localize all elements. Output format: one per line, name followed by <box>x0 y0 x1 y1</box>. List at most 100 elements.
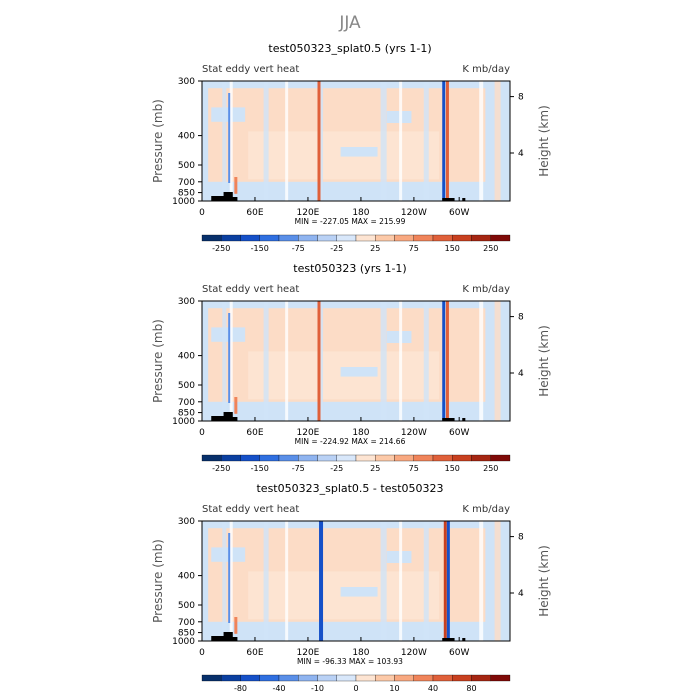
colorbar-swatch <box>375 454 395 462</box>
streak <box>494 301 501 421</box>
x-tick-label: 0 <box>199 648 205 658</box>
streak <box>222 521 227 641</box>
colorbar-swatch <box>452 234 472 242</box>
x-tick-label: 60W <box>449 648 469 658</box>
y-tick-label: 850 <box>178 189 195 199</box>
y-tick-label: 700 <box>178 398 195 408</box>
streak <box>263 81 269 201</box>
x-tick-label: 60W <box>449 208 469 218</box>
colorbar-swatch <box>201 234 222 242</box>
colorbar-swatch <box>221 234 241 242</box>
min-max-stats: MIN = -227.05 MAX = 215.99 <box>295 217 406 226</box>
colorbar-label: -40 <box>272 684 285 693</box>
colorbar-swatch <box>413 674 434 682</box>
y-tick-label: 1000 <box>172 197 195 207</box>
panel-title: test050323_splat0.5 (yrs 1-1) <box>268 42 431 55</box>
colorbar-swatch <box>394 674 414 682</box>
streak <box>479 521 484 641</box>
colorbar-label: -150 <box>251 244 269 253</box>
x-tick-label: 60E <box>246 428 263 438</box>
colorbar-swatch <box>375 674 395 682</box>
panel-1: test050323_splat0.5 (yrs 1-1) Stat eddy v… <box>151 42 551 253</box>
streak <box>229 301 233 421</box>
positive-streak <box>234 617 238 634</box>
y-tick-label: 300 <box>178 77 195 87</box>
topography-mask <box>211 412 238 421</box>
y-tick-label: 700 <box>178 618 195 628</box>
colorbar-label: -25 <box>330 244 343 253</box>
colorbar-swatch <box>394 454 414 462</box>
streak <box>423 521 429 641</box>
y2-tick-label: 8 <box>518 93 524 103</box>
x-tick-label: 60E <box>246 648 263 658</box>
colorbar-swatch <box>317 234 337 242</box>
colorbar-swatch <box>336 234 357 242</box>
colorbar-label: 25 <box>370 244 380 253</box>
streak <box>399 301 403 421</box>
colorbar-swatch <box>355 234 376 242</box>
positive-streak <box>234 177 238 194</box>
cool-patch <box>340 587 378 597</box>
x-tick-label: 120W <box>401 648 427 658</box>
colorbar-swatch <box>452 674 472 682</box>
plot-frame <box>201 520 511 642</box>
colorbar-label: 25 <box>370 464 380 473</box>
y-tick-label: 850 <box>178 629 195 639</box>
negative-streak <box>442 301 446 421</box>
y-tick-label: 300 <box>178 517 195 527</box>
colorbar-swatch <box>317 674 337 682</box>
colorbar-swatch <box>259 234 280 242</box>
x-tick-label: 180 <box>352 208 369 218</box>
page-title: JJA <box>338 13 361 33</box>
colorbar-swatch <box>336 674 357 682</box>
colorbar-swatch <box>317 454 337 462</box>
field-label: Stat eddy vert heat <box>202 284 299 295</box>
streak <box>263 521 269 641</box>
streak <box>285 301 289 421</box>
y2-tick-label: 4 <box>518 369 524 379</box>
x-tick-label: 0 <box>199 428 205 438</box>
colorbar-swatch <box>413 234 434 242</box>
colorbar-label: 75 <box>409 464 419 473</box>
streak <box>479 81 484 201</box>
topography-mask <box>442 418 455 421</box>
y-tick-label: 400 <box>178 352 195 362</box>
units-label: K mb/day <box>462 504 510 515</box>
negative-streak <box>442 81 446 201</box>
cool-patch <box>340 367 378 377</box>
streak <box>222 301 227 421</box>
positive-streak <box>317 301 321 421</box>
x-tick-label: 120E <box>297 648 320 658</box>
colorbar-label: 150 <box>445 244 460 253</box>
y2-axis-label: Height (km) <box>537 105 551 176</box>
streak <box>319 301 324 421</box>
streak <box>399 81 403 201</box>
streak <box>229 521 233 641</box>
y-tick-label: 850 <box>178 409 195 419</box>
colorbar-swatch <box>259 454 280 462</box>
colorbar-label: 10 <box>389 684 399 693</box>
colorbar-swatch <box>452 454 472 462</box>
y-tick-label: 300 <box>178 297 195 307</box>
colorbar-swatch <box>221 454 241 462</box>
topography-mask <box>211 632 238 641</box>
colorbar-swatch <box>471 674 491 682</box>
x-tick-label: 60W <box>449 428 469 438</box>
y-tick-label: 1000 <box>172 637 195 647</box>
x-tick-label: 180 <box>352 428 369 438</box>
y2-axis-label: Height (km) <box>537 325 551 396</box>
negative-streak <box>228 313 231 403</box>
y2-axis-label: Height (km) <box>537 545 551 616</box>
positive-streak <box>445 81 449 201</box>
streak <box>222 81 227 201</box>
colorbar-swatch <box>355 674 376 682</box>
panel-title: test050323 (yrs 1-1) <box>293 262 406 275</box>
colorbar-swatch <box>240 454 260 462</box>
topography-mask <box>462 418 466 421</box>
negative-streak <box>228 93 231 183</box>
colorbar-label: -80 <box>234 684 247 693</box>
panel-title: test050323_splat0.5 - test050323 <box>256 482 443 495</box>
colorbar-swatch <box>240 234 260 242</box>
colorbar-swatch <box>355 454 376 462</box>
y-tick-label: 500 <box>178 381 195 391</box>
